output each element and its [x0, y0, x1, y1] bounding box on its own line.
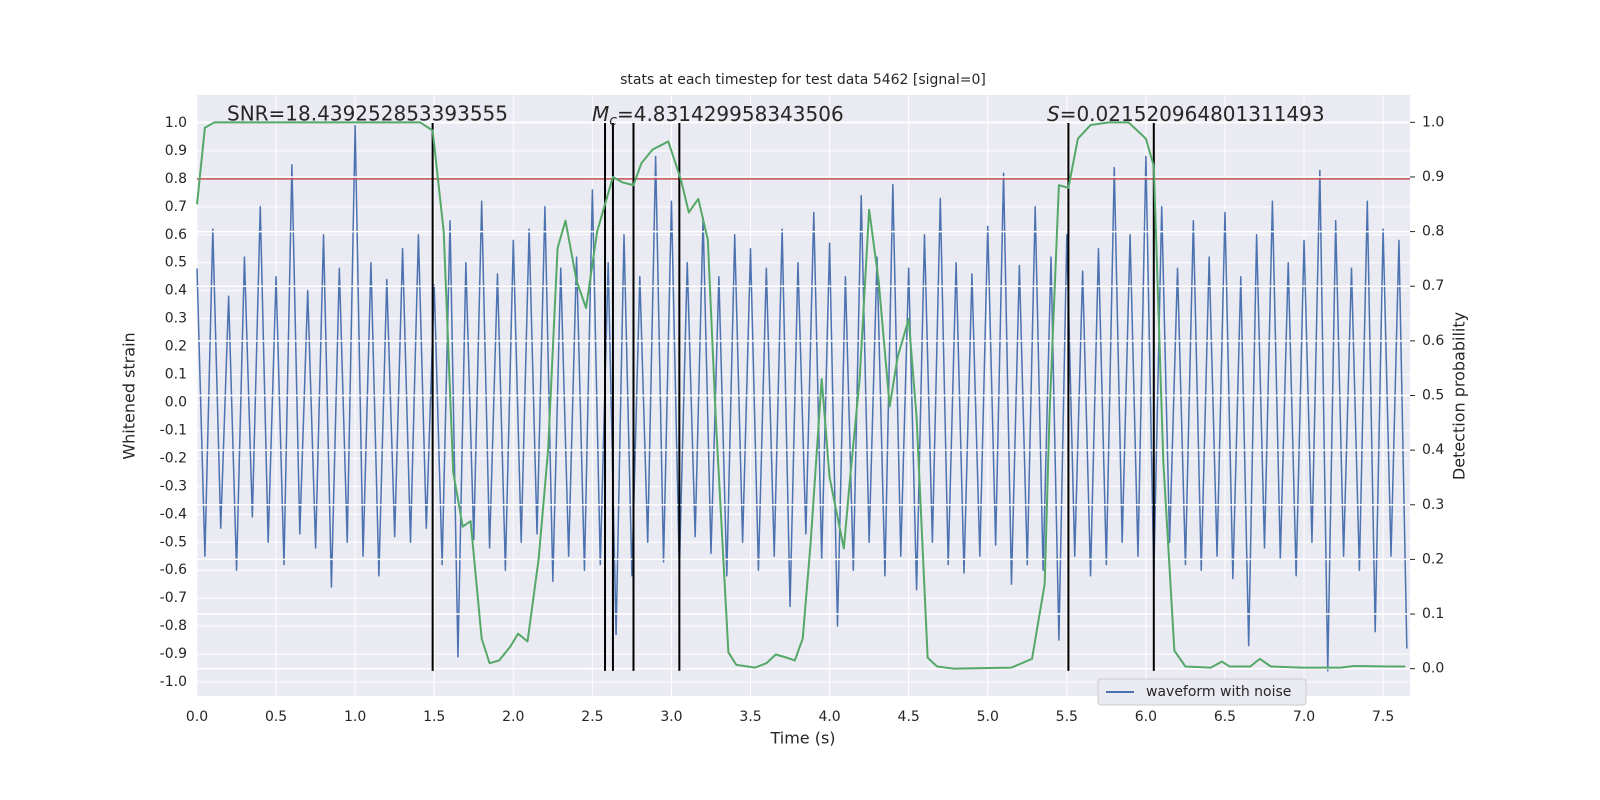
annotation: SNR=18.439252853393555: [227, 102, 508, 126]
y-tick-label: 0.2: [165, 339, 187, 355]
annotation-text: =0.021520964801311493: [1060, 102, 1325, 126]
y2-tick-label: 0.8: [1422, 224, 1444, 240]
line-series: [196, 121, 1406, 670]
x-tick-label: 4.0: [818, 709, 840, 725]
legend-label: waveform with noise: [1146, 684, 1291, 700]
x-tick-label: 6.0: [1135, 709, 1157, 725]
y-tick-label: -0.6: [160, 562, 187, 578]
legend-box: [1097, 678, 1307, 706]
x-tick-label: 7.5: [1372, 709, 1394, 725]
y2-tick-label: 0.9: [1422, 169, 1444, 185]
y-tick-label: 0.7: [165, 199, 187, 215]
x-tick-label: 7.0: [1293, 709, 1315, 725]
y2-tick-label: 0.5: [1422, 388, 1444, 404]
y-tick-label: -1.0: [160, 674, 187, 690]
y-tick-label: 0.4: [165, 283, 187, 299]
y-tick-label: 0.9: [165, 143, 187, 159]
x-tick-label: 6.5: [1214, 709, 1236, 725]
y-tick-label: 0.5: [165, 255, 187, 271]
y2-tick-label: 0.7: [1422, 278, 1444, 294]
x-tick-label: 2.0: [502, 709, 524, 725]
legend: waveform with noise: [1097, 678, 1307, 706]
y2-axis-label: Detection probability: [1450, 312, 1469, 480]
y-tick-label: -0.5: [160, 534, 187, 550]
y2-tick-label: 0.3: [1422, 497, 1444, 513]
y-tick-label: -0.3: [160, 478, 187, 494]
y-tick-label: 0.3: [165, 311, 187, 327]
chart-title: stats at each timestep for test data 546…: [620, 72, 986, 88]
y-tick-label: -0.1: [160, 422, 187, 438]
y-tick-label: -0.9: [160, 646, 187, 662]
y-tick-label: 0.6: [165, 227, 187, 243]
x-tick-label: 5.5: [1056, 709, 1078, 725]
y-tick-label: -0.2: [160, 450, 187, 466]
annotation-subscript: c: [609, 113, 617, 129]
x-tick-label: 0.5: [265, 709, 287, 725]
x-tick-label: 1.0: [344, 709, 366, 725]
y2-tick-label: 0.6: [1422, 333, 1444, 349]
annotation-symbol: M: [592, 102, 609, 126]
x-tick-label: 4.5: [898, 709, 920, 725]
annotation: S=0.021520964801311493: [1047, 102, 1325, 126]
x-axis-label: Time (s): [769, 729, 835, 748]
y-tick-label: 0.1: [165, 367, 187, 383]
y-tick-label: 0.0: [165, 394, 187, 410]
annotation-symbol: S: [1047, 102, 1060, 126]
y2-tick-label: 0.0: [1422, 661, 1444, 677]
y2-tick-label: 0.2: [1422, 551, 1444, 567]
annotation-text: =4.831429958343506: [617, 102, 844, 126]
y-tick-label: -0.4: [160, 506, 187, 522]
y-tick-label: -0.7: [160, 590, 187, 606]
y2-tick-label: 1.0: [1422, 114, 1444, 130]
x-tick-label: 1.5: [423, 709, 445, 725]
x-tick-label: 5.0: [977, 709, 999, 725]
x-tick-label: 3.0: [660, 709, 682, 725]
line-series: [196, 125, 1408, 672]
marks-layer: [196, 121, 1410, 672]
y-tick-label: 0.8: [165, 171, 187, 187]
y-axis-label: Whitened strain: [120, 332, 139, 459]
y-tick-label: -0.8: [160, 618, 187, 634]
y2-tick-label: 0.4: [1422, 442, 1444, 458]
y-tick-label: 1.0: [165, 115, 187, 131]
y2-tick-label: 0.1: [1422, 606, 1444, 622]
x-tick-label: 2.5: [581, 709, 603, 725]
x-tick-label: 0.0: [186, 709, 208, 725]
x-tick-label: 3.5: [739, 709, 761, 725]
annotation: Mc=4.831429958343506: [592, 102, 844, 130]
